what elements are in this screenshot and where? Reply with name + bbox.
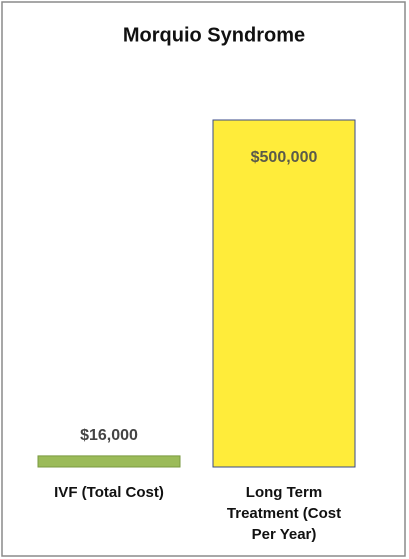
category-label-box: Long Term Treatment (Cost Per Year)	[226, 484, 342, 543]
value-label: $500,000	[251, 149, 318, 166]
category-label-box: IVF (Total Cost)	[54, 484, 164, 501]
bar	[37, 455, 181, 468]
chart-title: Morquio Syndrome	[123, 24, 305, 46]
x-tick-label: IVF (Total Cost)	[54, 484, 164, 501]
bar	[212, 119, 356, 468]
value-label: $16,000	[80, 427, 138, 444]
x-tick-label: Long Term Treatment (Cost Per Year)	[226, 484, 342, 543]
